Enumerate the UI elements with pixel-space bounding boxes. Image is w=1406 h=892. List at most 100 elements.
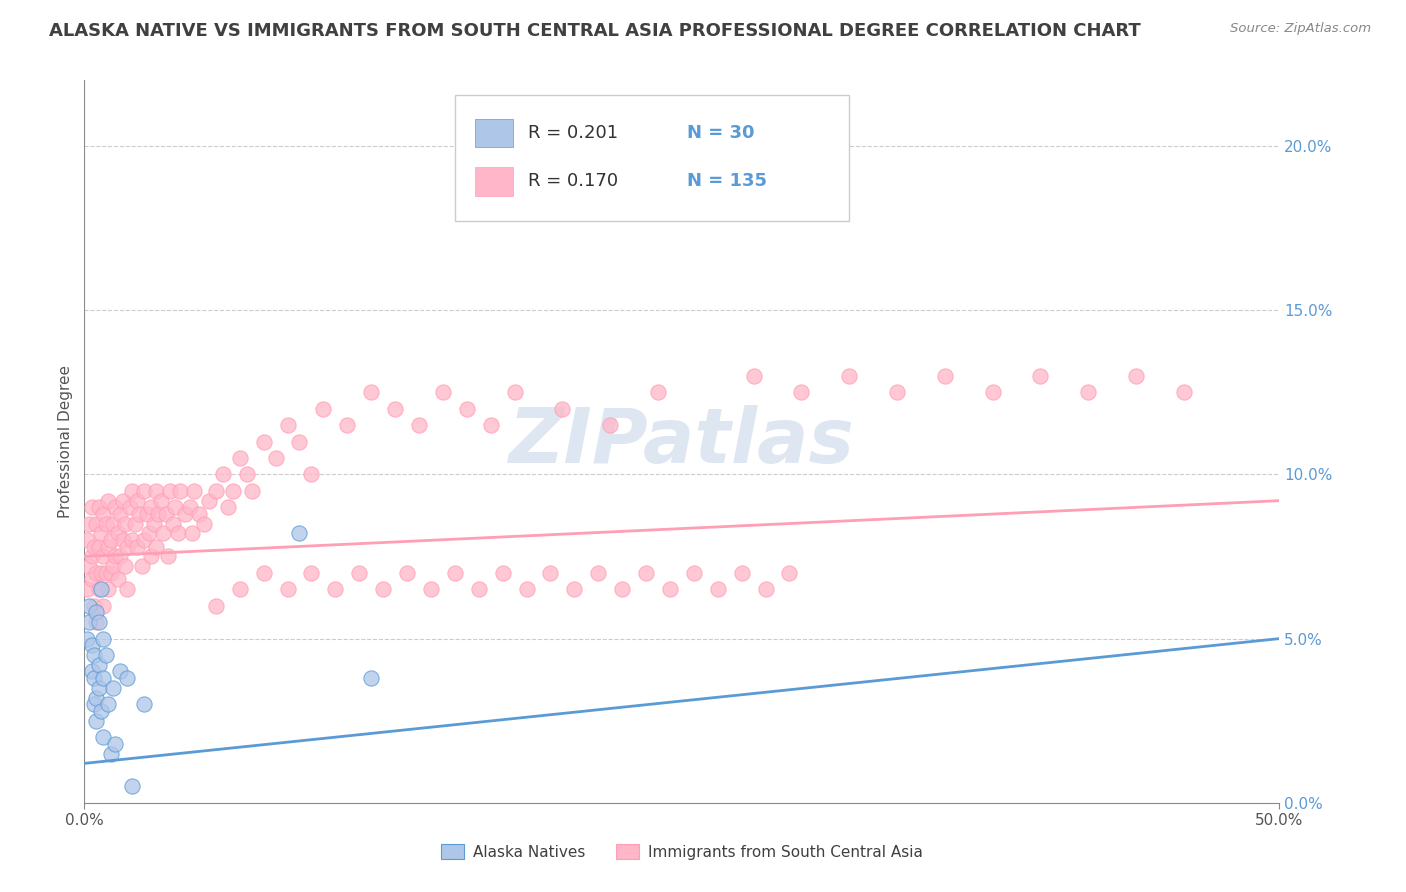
Point	[86, 605, 108, 619]
Point	[647, 385, 669, 400]
Point	[117, 582, 139, 597]
Point	[97, 540, 120, 554]
Point	[179, 500, 201, 515]
Point	[118, 500, 141, 515]
Point	[80, 665, 103, 679]
Point	[599, 418, 621, 433]
Point	[131, 559, 153, 574]
Point	[104, 500, 127, 515]
Point	[76, 632, 98, 646]
Point	[229, 582, 252, 597]
Point	[396, 566, 419, 580]
Point	[83, 540, 105, 554]
Point	[141, 500, 163, 515]
Point	[101, 559, 124, 574]
Point	[86, 690, 108, 705]
Text: R = 0.201: R = 0.201	[527, 124, 617, 142]
Point	[117, 671, 139, 685]
Point	[288, 526, 311, 541]
Point	[277, 582, 299, 597]
Point	[325, 582, 347, 597]
Text: Source: ZipAtlas.com: Source: ZipAtlas.com	[1230, 22, 1371, 36]
Point	[90, 704, 112, 718]
Point	[93, 549, 115, 564]
Point	[110, 549, 132, 564]
Point	[636, 566, 658, 580]
Point	[301, 467, 323, 482]
Point	[142, 516, 165, 531]
Point	[83, 599, 105, 613]
Text: N = 135: N = 135	[686, 172, 766, 190]
Text: N = 30: N = 30	[686, 124, 754, 142]
Point	[336, 418, 359, 433]
Point	[94, 648, 117, 662]
Point	[1029, 368, 1052, 383]
Point	[121, 483, 143, 498]
Point	[114, 516, 136, 531]
Text: ALASKA NATIVE VS IMMIGRANTS FROM SOUTH CENTRAL ASIA PROFESSIONAL DEGREE CORRELAT: ALASKA NATIVE VS IMMIGRANTS FROM SOUTH C…	[49, 22, 1140, 40]
Point	[76, 582, 98, 597]
Point	[80, 638, 103, 652]
Point	[100, 533, 122, 547]
Point	[124, 516, 146, 531]
Point	[731, 566, 754, 580]
Point	[132, 483, 156, 498]
Point	[288, 434, 311, 449]
Point	[148, 507, 170, 521]
Point	[456, 401, 478, 416]
Point	[408, 418, 430, 433]
Point	[169, 483, 191, 498]
Point	[77, 559, 100, 574]
Point	[165, 500, 187, 515]
Point	[503, 385, 526, 400]
Point	[301, 566, 323, 580]
Point	[87, 657, 110, 672]
Point	[444, 566, 467, 580]
Point	[612, 582, 634, 597]
Point	[755, 582, 778, 597]
Point	[114, 559, 136, 574]
Point	[934, 368, 956, 383]
Point	[141, 549, 163, 564]
Point	[101, 681, 124, 695]
Point	[110, 665, 132, 679]
Point	[104, 549, 127, 564]
Point	[86, 615, 108, 630]
Point	[104, 737, 127, 751]
Point	[93, 671, 115, 685]
Point	[212, 467, 235, 482]
Point	[125, 493, 148, 508]
Point	[86, 714, 108, 728]
Point	[111, 493, 134, 508]
Point	[197, 493, 219, 508]
Point	[90, 526, 112, 541]
Point	[349, 566, 371, 580]
Point	[94, 516, 117, 531]
Point	[981, 385, 1004, 400]
Point	[479, 418, 502, 433]
Point	[87, 540, 110, 554]
Point	[138, 526, 160, 541]
Point	[107, 526, 129, 541]
Point	[790, 385, 813, 400]
Legend: Alaska Natives, Immigrants from South Central Asia: Alaska Natives, Immigrants from South Ce…	[433, 836, 931, 867]
FancyBboxPatch shape	[475, 167, 513, 196]
Point	[707, 582, 730, 597]
Point	[1173, 385, 1195, 400]
Point	[132, 533, 156, 547]
Point	[97, 698, 120, 712]
Point	[87, 615, 110, 630]
Point	[121, 780, 143, 794]
Point	[101, 516, 124, 531]
Point	[87, 500, 110, 515]
Point	[551, 401, 574, 416]
Point	[588, 566, 610, 580]
Point	[384, 401, 406, 416]
Point	[205, 483, 228, 498]
Point	[97, 493, 120, 508]
FancyBboxPatch shape	[456, 95, 849, 221]
Point	[86, 516, 108, 531]
Point	[159, 483, 181, 498]
Point	[87, 681, 110, 695]
Point	[420, 582, 443, 597]
